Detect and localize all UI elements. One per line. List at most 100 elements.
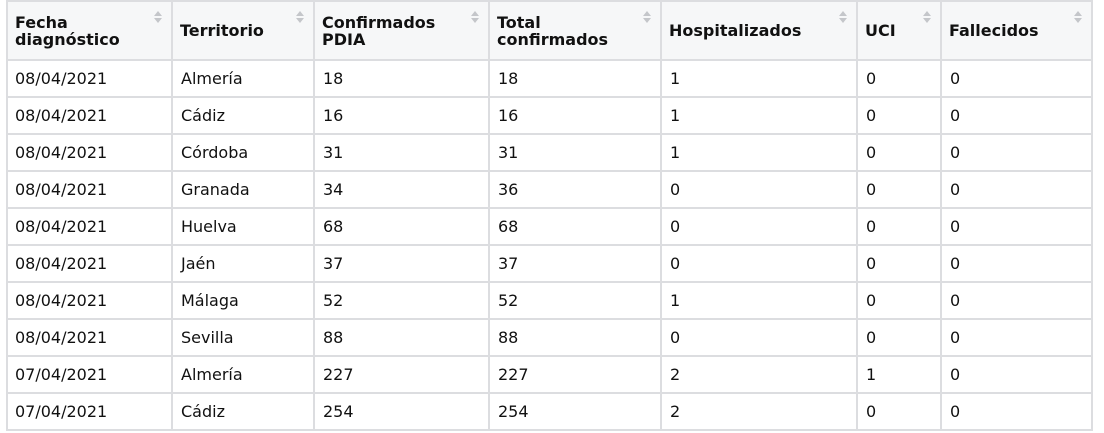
cell-uci: 0 <box>856 96 942 135</box>
cell-territorio: Córdoba <box>171 133 315 172</box>
cell-hospitalizados: 0 <box>660 244 858 283</box>
column-header-hospitalizados[interactable]: Hospitalizados <box>660 0 858 61</box>
sort-icon[interactable] <box>923 11 931 25</box>
cell-total-confirmados: 254 <box>488 392 662 431</box>
cell-territorio: Sevilla <box>171 318 315 357</box>
cell-total-confirmados: 16 <box>488 96 662 135</box>
cell-fallecidos: 0 <box>940 170 1093 209</box>
cell-fecha: 08/04/2021 <box>6 244 173 283</box>
cell-hospitalizados: 1 <box>660 96 858 135</box>
cell-fallecidos: 0 <box>940 318 1093 357</box>
cell-uci: 0 <box>856 59 942 98</box>
table-row: 08/04/2021 Málaga 52 52 1 0 0 <box>6 281 1093 320</box>
column-header-label: Total confirmados <box>497 12 609 49</box>
cell-uci: 0 <box>856 170 942 209</box>
cell-hospitalizados: 0 <box>660 207 858 246</box>
cell-territorio: Granada <box>171 170 315 209</box>
table-row: 08/04/2021 Huelva 68 68 0 0 0 <box>6 207 1093 246</box>
cell-hospitalizados: 0 <box>660 318 858 357</box>
column-header-fecha-diagnostico[interactable]: Fecha diagnóstico <box>6 0 173 61</box>
cell-confirmados-pdia: 34 <box>313 170 490 209</box>
cell-uci: 0 <box>856 207 942 246</box>
column-header-confirmados-pdia[interactable]: Confirmados PDIA <box>313 0 490 61</box>
cell-confirmados-pdia: 37 <box>313 244 490 283</box>
cell-confirmados-pdia: 52 <box>313 281 490 320</box>
cell-fallecidos: 0 <box>940 281 1093 320</box>
cell-fallecidos: 0 <box>940 59 1093 98</box>
sort-icon[interactable] <box>643 11 651 25</box>
table-row: 08/04/2021 Granada 34 36 0 0 0 <box>6 170 1093 209</box>
cell-territorio: Huelva <box>171 207 315 246</box>
cell-fecha: 07/04/2021 <box>6 355 173 394</box>
sort-icon[interactable] <box>296 11 304 25</box>
cell-uci: 0 <box>856 281 942 320</box>
cell-fallecidos: 0 <box>940 355 1093 394</box>
cell-territorio: Cádiz <box>171 96 315 135</box>
cell-total-confirmados: 18 <box>488 59 662 98</box>
cell-territorio: Almería <box>171 59 315 98</box>
cell-fecha: 08/04/2021 <box>6 318 173 357</box>
sort-icon[interactable] <box>839 11 847 25</box>
table-header-row: Fecha diagnóstico Territorio Confirmados P… <box>6 0 1093 61</box>
table-row: 08/04/2021 Córdoba 31 31 1 0 0 <box>6 133 1093 172</box>
column-header-label: Fallecidos <box>949 21 1039 40</box>
cell-hospitalizados: 2 <box>660 392 858 431</box>
cell-total-confirmados: 227 <box>488 355 662 394</box>
cell-fecha: 08/04/2021 <box>6 281 173 320</box>
cell-fallecidos: 0 <box>940 244 1093 283</box>
sort-icon[interactable] <box>154 11 162 25</box>
cell-fallecidos: 0 <box>940 392 1093 431</box>
cell-confirmados-pdia: 88 <box>313 318 490 357</box>
column-header-uci[interactable]: UCI <box>856 0 942 61</box>
cell-territorio: Jaén <box>171 244 315 283</box>
column-header-label: Confirmados PDIA <box>322 12 436 49</box>
cell-fecha: 08/04/2021 <box>6 207 173 246</box>
cell-fecha: 07/04/2021 <box>6 392 173 431</box>
table-row: 07/04/2021 Cádiz 254 254 2 0 0 <box>6 392 1093 431</box>
table-body: 08/04/2021 Almería 18 18 1 0 0 08/04/2021 Cádiz 1… <box>6 59 1093 431</box>
cell-territorio: Almería <box>171 355 315 394</box>
cell-confirmados-pdia: 31 <box>313 133 490 172</box>
cell-fallecidos: 0 <box>940 96 1093 135</box>
table-row: 07/04/2021 Almería 227 227 2 1 0 <box>6 355 1093 394</box>
column-header-label: UCI <box>865 21 896 40</box>
cell-hospitalizados: 1 <box>660 59 858 98</box>
cell-uci: 0 <box>856 133 942 172</box>
cell-confirmados-pdia: 18 <box>313 59 490 98</box>
table-row: 08/04/2021 Cádiz 16 16 1 0 0 <box>6 96 1093 135</box>
cell-fallecidos: 0 <box>940 133 1093 172</box>
table-row: 08/04/2021 Jaén 37 37 0 0 0 <box>6 244 1093 283</box>
cell-territorio: Cádiz <box>171 392 315 431</box>
column-header-label: Hospitalizados <box>669 21 802 40</box>
table-row: 08/04/2021 Almería 18 18 1 0 0 <box>6 59 1093 98</box>
cell-uci: 1 <box>856 355 942 394</box>
cell-fecha: 08/04/2021 <box>6 133 173 172</box>
column-header-total-confirmados[interactable]: Total confirmados <box>488 0 662 61</box>
column-header-label: Territorio <box>180 21 264 40</box>
cell-hospitalizados: 2 <box>660 355 858 394</box>
cell-fecha: 08/04/2021 <box>6 170 173 209</box>
cell-total-confirmados: 88 <box>488 318 662 357</box>
column-header-label: Fecha diagnóstico <box>15 12 120 49</box>
cell-confirmados-pdia: 16 <box>313 96 490 135</box>
cell-fecha: 08/04/2021 <box>6 59 173 98</box>
column-header-fallecidos[interactable]: Fallecidos <box>940 0 1093 61</box>
table-row: 08/04/2021 Sevilla 88 88 0 0 0 <box>6 318 1093 357</box>
cell-uci: 0 <box>856 318 942 357</box>
cell-total-confirmados: 37 <box>488 244 662 283</box>
sort-icon[interactable] <box>471 11 479 25</box>
cell-fallecidos: 0 <box>940 207 1093 246</box>
cell-territorio: Málaga <box>171 281 315 320</box>
cell-hospitalizados: 0 <box>660 170 858 209</box>
cell-confirmados-pdia: 227 <box>313 355 490 394</box>
covid-data-table: Fecha diagnóstico Territorio Confirmados P… <box>6 0 1093 431</box>
cell-hospitalizados: 1 <box>660 281 858 320</box>
column-header-territorio[interactable]: Territorio <box>171 0 315 61</box>
cell-hospitalizados: 1 <box>660 133 858 172</box>
cell-confirmados-pdia: 68 <box>313 207 490 246</box>
cell-uci: 0 <box>856 392 942 431</box>
sort-icon[interactable] <box>1074 11 1082 25</box>
cell-total-confirmados: 52 <box>488 281 662 320</box>
cell-fecha: 08/04/2021 <box>6 96 173 135</box>
cell-total-confirmados: 31 <box>488 133 662 172</box>
